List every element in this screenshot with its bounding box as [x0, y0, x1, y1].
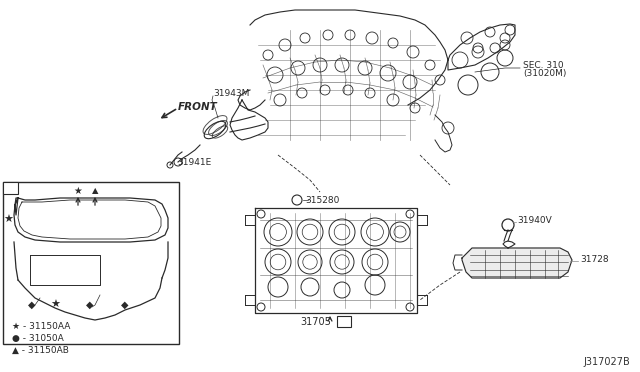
Text: SEC. 310: SEC. 310 [523, 61, 564, 70]
Text: 31940V: 31940V [517, 215, 552, 224]
FancyBboxPatch shape [3, 182, 19, 194]
Text: 315280: 315280 [305, 196, 339, 205]
Text: ◆: ◆ [86, 300, 93, 310]
Text: ★: ★ [50, 300, 60, 310]
Text: ▲ - 31150AB: ▲ - 31150AB [12, 346, 69, 355]
Text: ▲: ▲ [92, 186, 99, 196]
Text: ★: ★ [74, 186, 83, 196]
Text: ● - 31050A: ● - 31050A [12, 334, 64, 343]
Text: (31020M): (31020M) [523, 68, 566, 77]
Text: A: A [340, 316, 348, 326]
Text: ◆: ◆ [121, 300, 129, 310]
Polygon shape [462, 248, 572, 278]
Bar [3, 182, 179, 344]
Text: 31941E: 31941E [177, 157, 211, 167]
Text: A: A [6, 183, 14, 193]
Text: 31728: 31728 [580, 256, 609, 264]
Text: 31705: 31705 [301, 317, 332, 327]
Text: ◆: ◆ [28, 300, 36, 310]
Text: ★: ★ [3, 215, 13, 225]
Text: ★ - 31150AA: ★ - 31150AA [12, 321, 70, 330]
Text: J317027B: J317027B [583, 357, 630, 367]
Text: FRONT: FRONT [178, 102, 218, 112]
FancyBboxPatch shape [337, 315, 351, 327]
Text: 31943M: 31943M [213, 89, 250, 97]
